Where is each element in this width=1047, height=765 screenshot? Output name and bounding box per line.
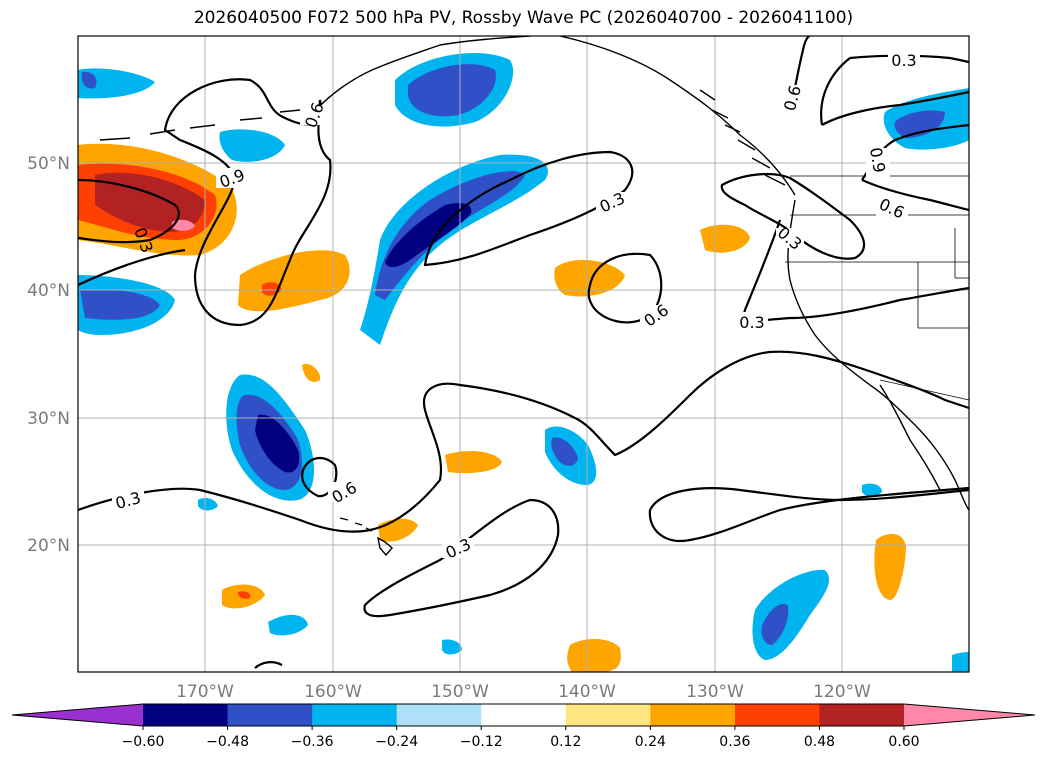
pv-negative-ne-core: [894, 110, 945, 138]
lat-labels: 50°N 40°N 30°N 20°N: [27, 154, 70, 556]
colorbar-segment: [312, 704, 398, 726]
hawaii: [377, 536, 393, 557]
contour-nw-loop: [163, 78, 332, 327]
colorbar-tick-label: 0.36: [719, 734, 750, 750]
contour-0.6-east: [861, 178, 969, 212]
pv-positive-mid-4: [445, 450, 502, 474]
coastlines: [99, 36, 969, 557]
pv-negative-south-west-core: [255, 414, 300, 473]
contours: [78, 36, 969, 669]
lon-label: 150°W: [431, 682, 489, 702]
lon-label: 130°W: [686, 682, 744, 702]
panhandle-coast: [559, 36, 796, 196]
colorbar: −0.60 −0.48 −0.36 −0.24 −0.12 0.12 0.24 0.36 0.4…: [11, 703, 1036, 750]
contour-label: 0.6: [301, 100, 328, 130]
colorbar-tick-label: −0.48: [206, 734, 249, 750]
contour-0.3-top: [849, 54, 969, 64]
colorbar-segment: [565, 704, 651, 726]
colorbar-tick-label: 0.12: [550, 734, 581, 750]
figure-title: 2026040500 F072 500 hPa PV, Rossby Wave …: [193, 8, 854, 28]
colorbar-tick-label: 0.24: [635, 734, 666, 750]
pv-positive-se: [874, 533, 906, 600]
contour-south-bottom: [254, 661, 283, 669]
pv-negative-central-mid: [375, 171, 525, 300]
lon-label: 170°W: [176, 682, 234, 702]
contour-0.9-east: [821, 90, 969, 126]
hawaii-islets: [339, 517, 373, 532]
colorbar-segment: [227, 704, 313, 726]
contour-label: 0.3: [891, 51, 916, 70]
lon-label: 120°W: [813, 682, 871, 702]
colorbar-segment: [143, 704, 229, 726]
colorbar-segment: [734, 704, 820, 726]
alaska-coast: [317, 36, 531, 109]
contour-south-loop: [363, 498, 560, 618]
lat-label: 20°N: [27, 536, 70, 556]
colorbar-tick-label: −0.12: [460, 734, 503, 750]
contour-label: 0.6: [640, 300, 672, 330]
colorbar-extend-min: [12, 704, 143, 726]
pv-positive-mid-2: [554, 259, 625, 297]
pv-negative-central: [360, 154, 548, 345]
contour-east-main: [743, 219, 969, 322]
lat-label: 50°N: [27, 154, 70, 174]
colorbar-tick-label: −0.60: [122, 734, 165, 750]
pv-negative-se: [752, 569, 830, 660]
colorbar-tick-label: −0.36: [291, 734, 334, 750]
contour-label: 0.9: [866, 146, 889, 174]
lon-label: 160°W: [304, 682, 362, 702]
pv-negative-small-se2: [862, 483, 882, 497]
pv-negative-south-mid-core: [551, 437, 578, 466]
pv-negative-se-core: [761, 604, 789, 645]
baja-coast: [879, 384, 941, 491]
pv-negative-gulf-core: [408, 64, 496, 117]
bc-coast: [699, 89, 786, 186]
contour-ne-loop: [720, 172, 866, 260]
contour-labels: 0.3 0.6 0.9 0.3 0.3 0.6 0.3 0.3 0.6 0.9 …: [112, 50, 920, 562]
pv-positive-small-2: [378, 518, 418, 542]
pv-negative-west-mid-core: [80, 289, 160, 320]
colorbar-tick-label: 0.60: [888, 734, 919, 750]
contour-mid-lat: [78, 350, 969, 533]
contour-south-east: [649, 487, 969, 511]
pv-positive-south: [567, 638, 621, 672]
colorbar-tick-label: −0.24: [375, 734, 418, 750]
pv-positive-mid-3: [700, 224, 750, 253]
pv-negative-nw-1: [78, 68, 155, 99]
lat-label: 40°N: [27, 281, 70, 301]
pv-positive-west-peak: [172, 219, 195, 231]
aleutian-islands: [99, 109, 301, 141]
contour-west-low: [78, 248, 186, 286]
pv-negative-nw-1b: [81, 71, 97, 89]
lon-label: 140°W: [558, 682, 616, 702]
contour-west: [78, 178, 180, 244]
pv-positive-small-3-core: [238, 591, 251, 599]
colorbar-segment: [819, 704, 905, 726]
contour-central: [423, 150, 634, 267]
contour-0.3-top-loop: [820, 57, 851, 126]
colorbar-segment: [396, 704, 482, 726]
pv-negative-small-corner: [952, 652, 969, 672]
pv-negative-small-s: [442, 639, 462, 655]
contour-label: 0.3: [739, 313, 764, 332]
colorbar-tick-label: 0.48: [804, 734, 835, 750]
graticule: [78, 36, 969, 672]
pv-positive-mid-1: [238, 250, 350, 312]
pv-shading: [78, 52, 969, 672]
lat-label: 30°N: [27, 409, 70, 429]
map-area: 0.3 0.6 0.9 0.3 0.3 0.6 0.3 0.3 0.6 0.9 …: [78, 36, 969, 672]
colorbar-extend-max: [904, 704, 1035, 726]
pv-positive-small-1: [302, 363, 321, 382]
map-frame: [77, 35, 970, 673]
us-west-coast: [787, 199, 969, 511]
colorbar-segment: [481, 704, 567, 726]
lon-labels: 170°W 160°W 150°W 140°W 130°W 120°W: [176, 682, 871, 702]
contour-label: 0.3: [774, 223, 806, 254]
colorbar-segment: [650, 704, 736, 726]
pv-negative-small-w: [198, 498, 218, 511]
pv-negative-small-sw: [268, 614, 308, 636]
pv-negative-nw-2: [219, 129, 285, 162]
contour-south-east-lower: [648, 486, 969, 543]
